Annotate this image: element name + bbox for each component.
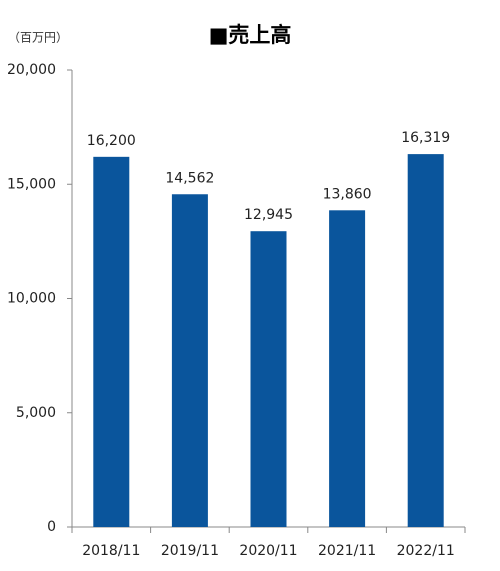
y-tick-label: 0 — [47, 519, 56, 535]
bar — [329, 210, 366, 527]
bar — [171, 194, 208, 527]
chart-title: ■売上高 — [209, 23, 292, 47]
y-tick-label: 15,000 — [7, 176, 56, 192]
value-label: 16,319 — [401, 130, 450, 146]
x-tick-label: 2020/11 — [239, 543, 297, 559]
bar — [407, 154, 444, 528]
y-tick-label: 20,000 — [7, 62, 56, 78]
bar — [250, 231, 287, 527]
y-tick-label: 10,000 — [7, 291, 56, 307]
y-tick-label: 5,000 — [16, 405, 56, 421]
value-label: 13,860 — [323, 186, 372, 202]
value-label: 12,945 — [244, 207, 293, 223]
x-tick-label: 2018/11 — [82, 543, 140, 559]
value-label: 16,200 — [87, 133, 136, 149]
x-tick-label: 2022/11 — [397, 543, 455, 559]
bar — [93, 156, 130, 527]
value-label: 14,562 — [165, 170, 214, 186]
x-tick-label: 2019/11 — [161, 543, 219, 559]
unit-label: （百万円） — [8, 31, 68, 45]
x-tick-label: 2021/11 — [318, 543, 376, 559]
